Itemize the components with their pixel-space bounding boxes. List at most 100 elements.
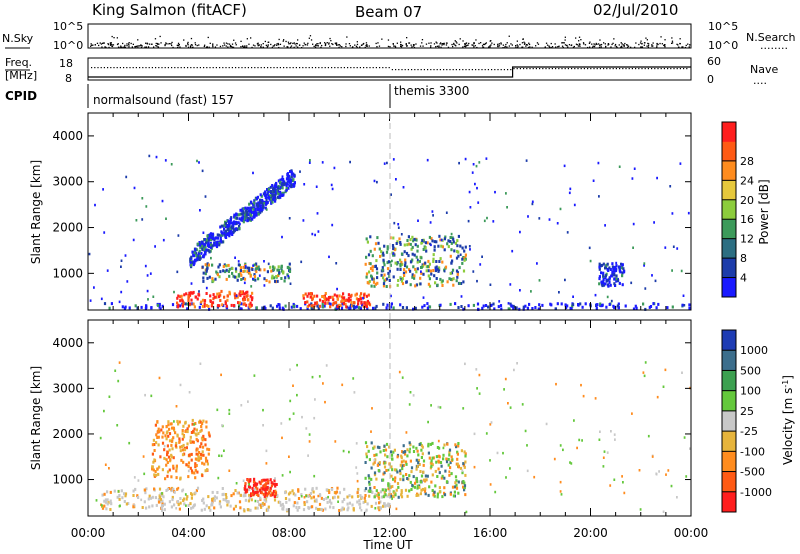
colorbar-swatch <box>722 258 736 278</box>
heatmap-cell <box>430 459 433 463</box>
heatmap-cell <box>598 267 601 271</box>
heatmap-cell <box>179 299 182 303</box>
heatmap-cell <box>269 486 272 490</box>
heatmap-cell <box>416 484 419 488</box>
freq-dot <box>359 67 361 69</box>
heatmap-cell <box>613 269 616 273</box>
nsky-dot <box>160 42 162 44</box>
heatmap-cell <box>195 489 198 493</box>
heatmap-cell <box>468 245 471 248</box>
heatmap-cell <box>216 243 219 247</box>
heatmap-cell <box>409 459 412 463</box>
y-tick-label: 3000 <box>52 175 83 189</box>
heatmap-cell <box>364 441 368 445</box>
heatmap-cell <box>451 259 454 263</box>
heatmap-cell <box>253 215 256 219</box>
heatmap-cell <box>236 278 239 282</box>
heatmap-cell <box>370 430 372 433</box>
heatmap-cell <box>454 443 457 447</box>
nsky-dot <box>103 42 105 44</box>
heatmap-cell <box>400 260 403 264</box>
heatmap-cell <box>443 486 446 490</box>
heatmap-cell <box>148 494 151 498</box>
heatmap-cell <box>243 302 246 306</box>
heatmap-cell <box>289 399 292 403</box>
heatmap-cell <box>460 282 463 285</box>
heatmap-cell <box>257 265 260 269</box>
nsky-dot <box>262 46 264 49</box>
heatmap-cell <box>227 500 230 504</box>
heatmap-cell <box>396 455 399 459</box>
nsky-dot <box>465 45 467 47</box>
nsky-dot <box>445 44 448 46</box>
heatmap-cell <box>681 303 684 307</box>
freq-dot <box>459 69 461 71</box>
nsky-dot <box>297 46 299 48</box>
heatmap-cell <box>203 253 206 257</box>
freq-dot <box>516 68 518 70</box>
heatmap-cell <box>181 489 184 493</box>
heatmap-cell <box>554 307 557 311</box>
nsky-dot <box>592 45 594 47</box>
heatmap-cell <box>269 194 272 198</box>
heatmap-cell <box>321 302 324 306</box>
heatmap-cell <box>602 456 605 459</box>
x-tick-label: 04:00 <box>171 526 206 540</box>
heatmap-cell <box>234 221 237 224</box>
nsky-dot <box>456 42 458 44</box>
heatmap-cell <box>161 509 164 513</box>
nsky-dot <box>664 44 666 46</box>
heatmap-cell <box>347 296 350 300</box>
heatmap-cell <box>283 182 286 186</box>
heatmap-cell <box>352 304 355 308</box>
heatmap-cell <box>502 451 504 455</box>
heatmap-cell <box>157 435 160 439</box>
heatmap-cell <box>375 267 379 271</box>
heatmap-cell <box>370 441 373 445</box>
heatmap-cell <box>178 437 181 441</box>
heatmap-cell <box>276 268 279 272</box>
heatmap-cell <box>320 507 323 511</box>
heatmap-cell <box>258 267 261 271</box>
heatmap-cell <box>272 198 275 202</box>
nsky-dot <box>646 45 648 47</box>
nsky-dot <box>607 44 609 46</box>
nsky-dot <box>277 42 279 45</box>
freq-dot <box>475 69 477 71</box>
heatmap-cell <box>184 302 187 306</box>
heatmap-cell <box>309 492 312 495</box>
heatmap-cell <box>394 261 397 265</box>
heatmap-cell <box>315 486 318 490</box>
heatmap-cell <box>413 276 416 280</box>
heatmap-cell <box>210 243 213 247</box>
heatmap-cell <box>189 440 192 444</box>
heatmap-cell <box>179 501 182 505</box>
heatmap-cell <box>454 302 457 306</box>
nsky-dot <box>126 43 128 45</box>
heatmap-cell <box>265 462 268 465</box>
heatmap-cell <box>435 240 438 244</box>
nsky-dot <box>381 38 383 40</box>
heatmap-cell <box>200 508 203 512</box>
heatmap-cell <box>441 284 444 287</box>
heatmap-cell <box>209 232 213 236</box>
colorbar-frame <box>721 121 737 298</box>
heatmap-cell <box>243 492 246 496</box>
freq-dot <box>139 67 141 69</box>
heatmap-cell <box>431 210 434 213</box>
heatmap-cell <box>124 305 127 309</box>
heatmap-cell <box>277 195 280 199</box>
heatmap-cell <box>202 434 205 438</box>
heatmap-cell <box>103 302 107 306</box>
heatmap-cell <box>161 435 164 439</box>
heatmap-cell <box>374 507 377 510</box>
nsky-dot <box>292 42 294 45</box>
heatmap-cell <box>124 494 127 498</box>
heatmap-cell <box>340 306 344 310</box>
heatmap-cell <box>595 303 598 307</box>
freq-dot <box>539 68 541 70</box>
nsky-dot <box>287 41 290 43</box>
heatmap-cell <box>638 469 641 472</box>
heatmap-cell <box>116 495 119 499</box>
